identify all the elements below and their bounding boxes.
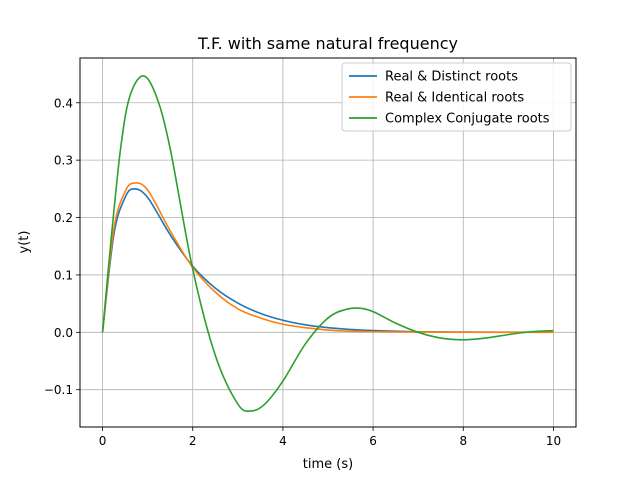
axis-ticks: 0 2 4 6 8 10 −0.1 0.0 0.1 0.2 0.3 0.4 bbox=[44, 96, 561, 448]
grid bbox=[80, 58, 576, 427]
legend-label: Real & Identical roots bbox=[385, 91, 524, 106]
y-tick-label: 0.4 bbox=[54, 96, 73, 110]
series-lines bbox=[101, 74, 554, 412]
x-tick-label: 2 bbox=[189, 434, 197, 448]
legend: Real & Distinct roots Real & Identical ro… bbox=[341, 62, 572, 132]
y-tick-label: 0.0 bbox=[54, 326, 73, 340]
y-tick-label: 0.1 bbox=[54, 268, 73, 282]
x-axis-label: time (s) bbox=[303, 457, 353, 472]
x-tick-label: 6 bbox=[369, 434, 377, 448]
series-line-complex-conjugate bbox=[101, 74, 554, 412]
y-tick-label: 0.3 bbox=[54, 154, 73, 168]
x-tick-label: 4 bbox=[279, 434, 287, 448]
x-tick-label: 8 bbox=[459, 434, 467, 448]
legend-label: Real & Distinct roots bbox=[385, 70, 518, 85]
chart-title: T.F. with same natural frequency bbox=[197, 34, 458, 53]
x-tick-label: 10 bbox=[546, 434, 561, 448]
plot-frame bbox=[79, 57, 577, 428]
legend-label: Complex Conjugate roots bbox=[385, 112, 550, 127]
y-tick-label: 0.2 bbox=[54, 211, 73, 225]
y-axis-label: y(t) bbox=[17, 231, 32, 254]
legend-box bbox=[341, 62, 572, 132]
x-tick-label: 0 bbox=[99, 434, 107, 448]
y-tick-label: −0.1 bbox=[44, 383, 73, 397]
